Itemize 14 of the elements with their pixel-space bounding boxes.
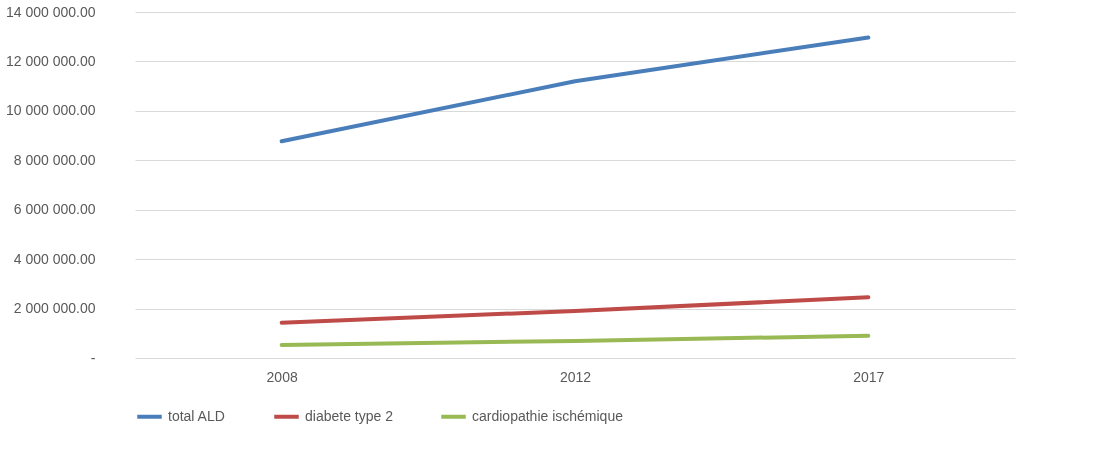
legend-label: cardiopathie ischémique [472, 407, 624, 424]
y-tick-label: 8 000 000.00 [13, 151, 96, 168]
x-tick-label: 2008 [266, 368, 298, 385]
y-tick-label: 12 000 000.00 [5, 52, 96, 69]
legend-label: diabete type 2 [305, 407, 394, 424]
x-tick-label: 2017 [853, 368, 885, 385]
y-tick-label: 14 000 000.00 [5, 3, 96, 20]
y-tick-label: 10 000 000.00 [5, 102, 96, 119]
x-tick-label: 2012 [559, 368, 592, 385]
y-tick-label: 6 000 000.00 [13, 201, 96, 218]
y-tick-label: 4 000 000.00 [13, 250, 96, 267]
legend-label: total ALD [168, 407, 225, 424]
y-tick-label: - [90, 349, 96, 366]
y-tick-label: 2 000 000.00 [13, 300, 96, 317]
